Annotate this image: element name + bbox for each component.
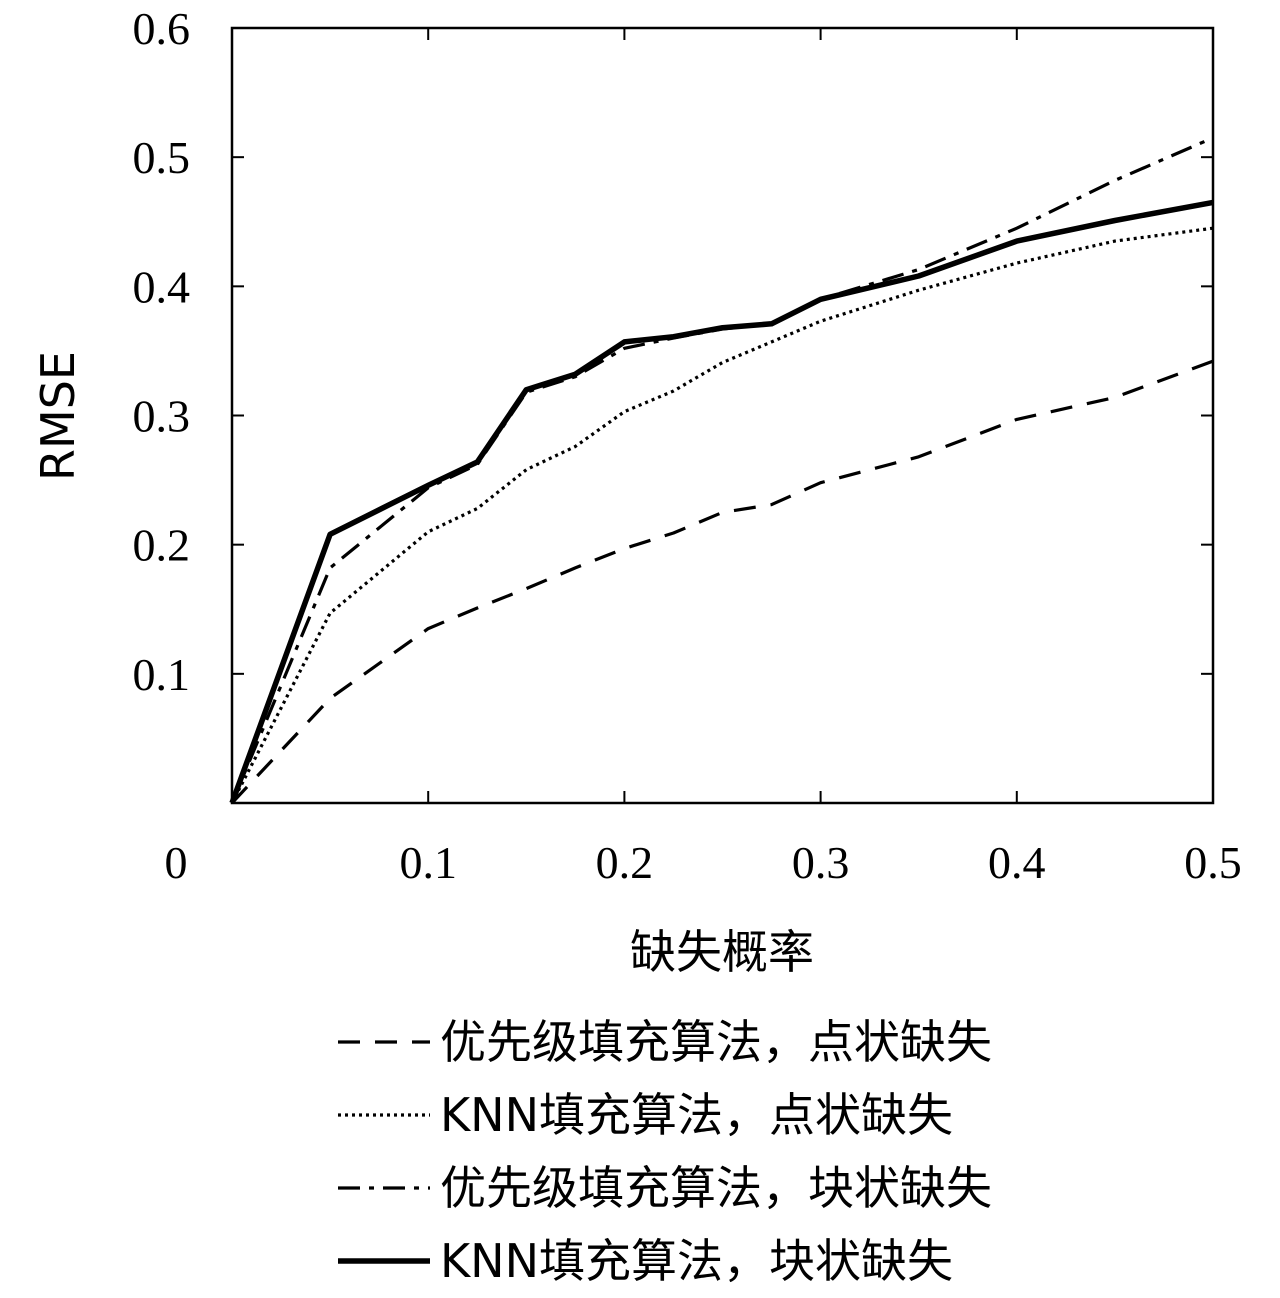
legend-label-2: KNN填充算法，点状缺失 bbox=[440, 1088, 953, 1142]
x-tick-label: 0.1 bbox=[399, 837, 457, 888]
x-tick-label: 0.2 bbox=[596, 837, 654, 888]
y-axis-title: RMSE bbox=[31, 351, 85, 481]
y-tick-label: 0.5 bbox=[133, 132, 191, 183]
y-tick-label: 0.1 bbox=[133, 649, 191, 700]
series-layer bbox=[229, 136, 1214, 805]
x-tick-label: 0.4 bbox=[988, 837, 1046, 888]
y-tick-label: 0.2 bbox=[133, 520, 191, 571]
series-line-2 bbox=[230, 226, 1214, 804]
legend-label-1: 优先级填充算法，点状缺失 bbox=[440, 1015, 992, 1069]
plot-frame bbox=[230, 26, 1215, 805]
plot-area bbox=[230, 26, 1215, 805]
y-tick-label: 0.6 bbox=[133, 3, 191, 54]
series-line-4 bbox=[229, 199, 1214, 804]
legend-label-3: 优先级填充算法，块状缺失 bbox=[440, 1161, 992, 1215]
y-tick-label: 0.3 bbox=[133, 391, 191, 442]
x-tick-label: 0 bbox=[165, 837, 188, 888]
legend-label-4: KNN填充算法，块状缺失 bbox=[440, 1234, 953, 1288]
series-line-3 bbox=[230, 136, 1214, 804]
series-line-1 bbox=[230, 359, 1214, 805]
y-tick-label: 0.4 bbox=[133, 261, 191, 312]
x-tick-label: 0.3 bbox=[792, 837, 850, 888]
x-axis-title: 缺失概率 bbox=[630, 925, 814, 979]
axes-layer: 0 0.1 0.2 0.3 0.4 0.5 0.1 0.2 0.3 0.4 0.5 0.6 bbox=[133, 3, 1242, 888]
x-tick-label: 0.5 bbox=[1184, 837, 1242, 888]
